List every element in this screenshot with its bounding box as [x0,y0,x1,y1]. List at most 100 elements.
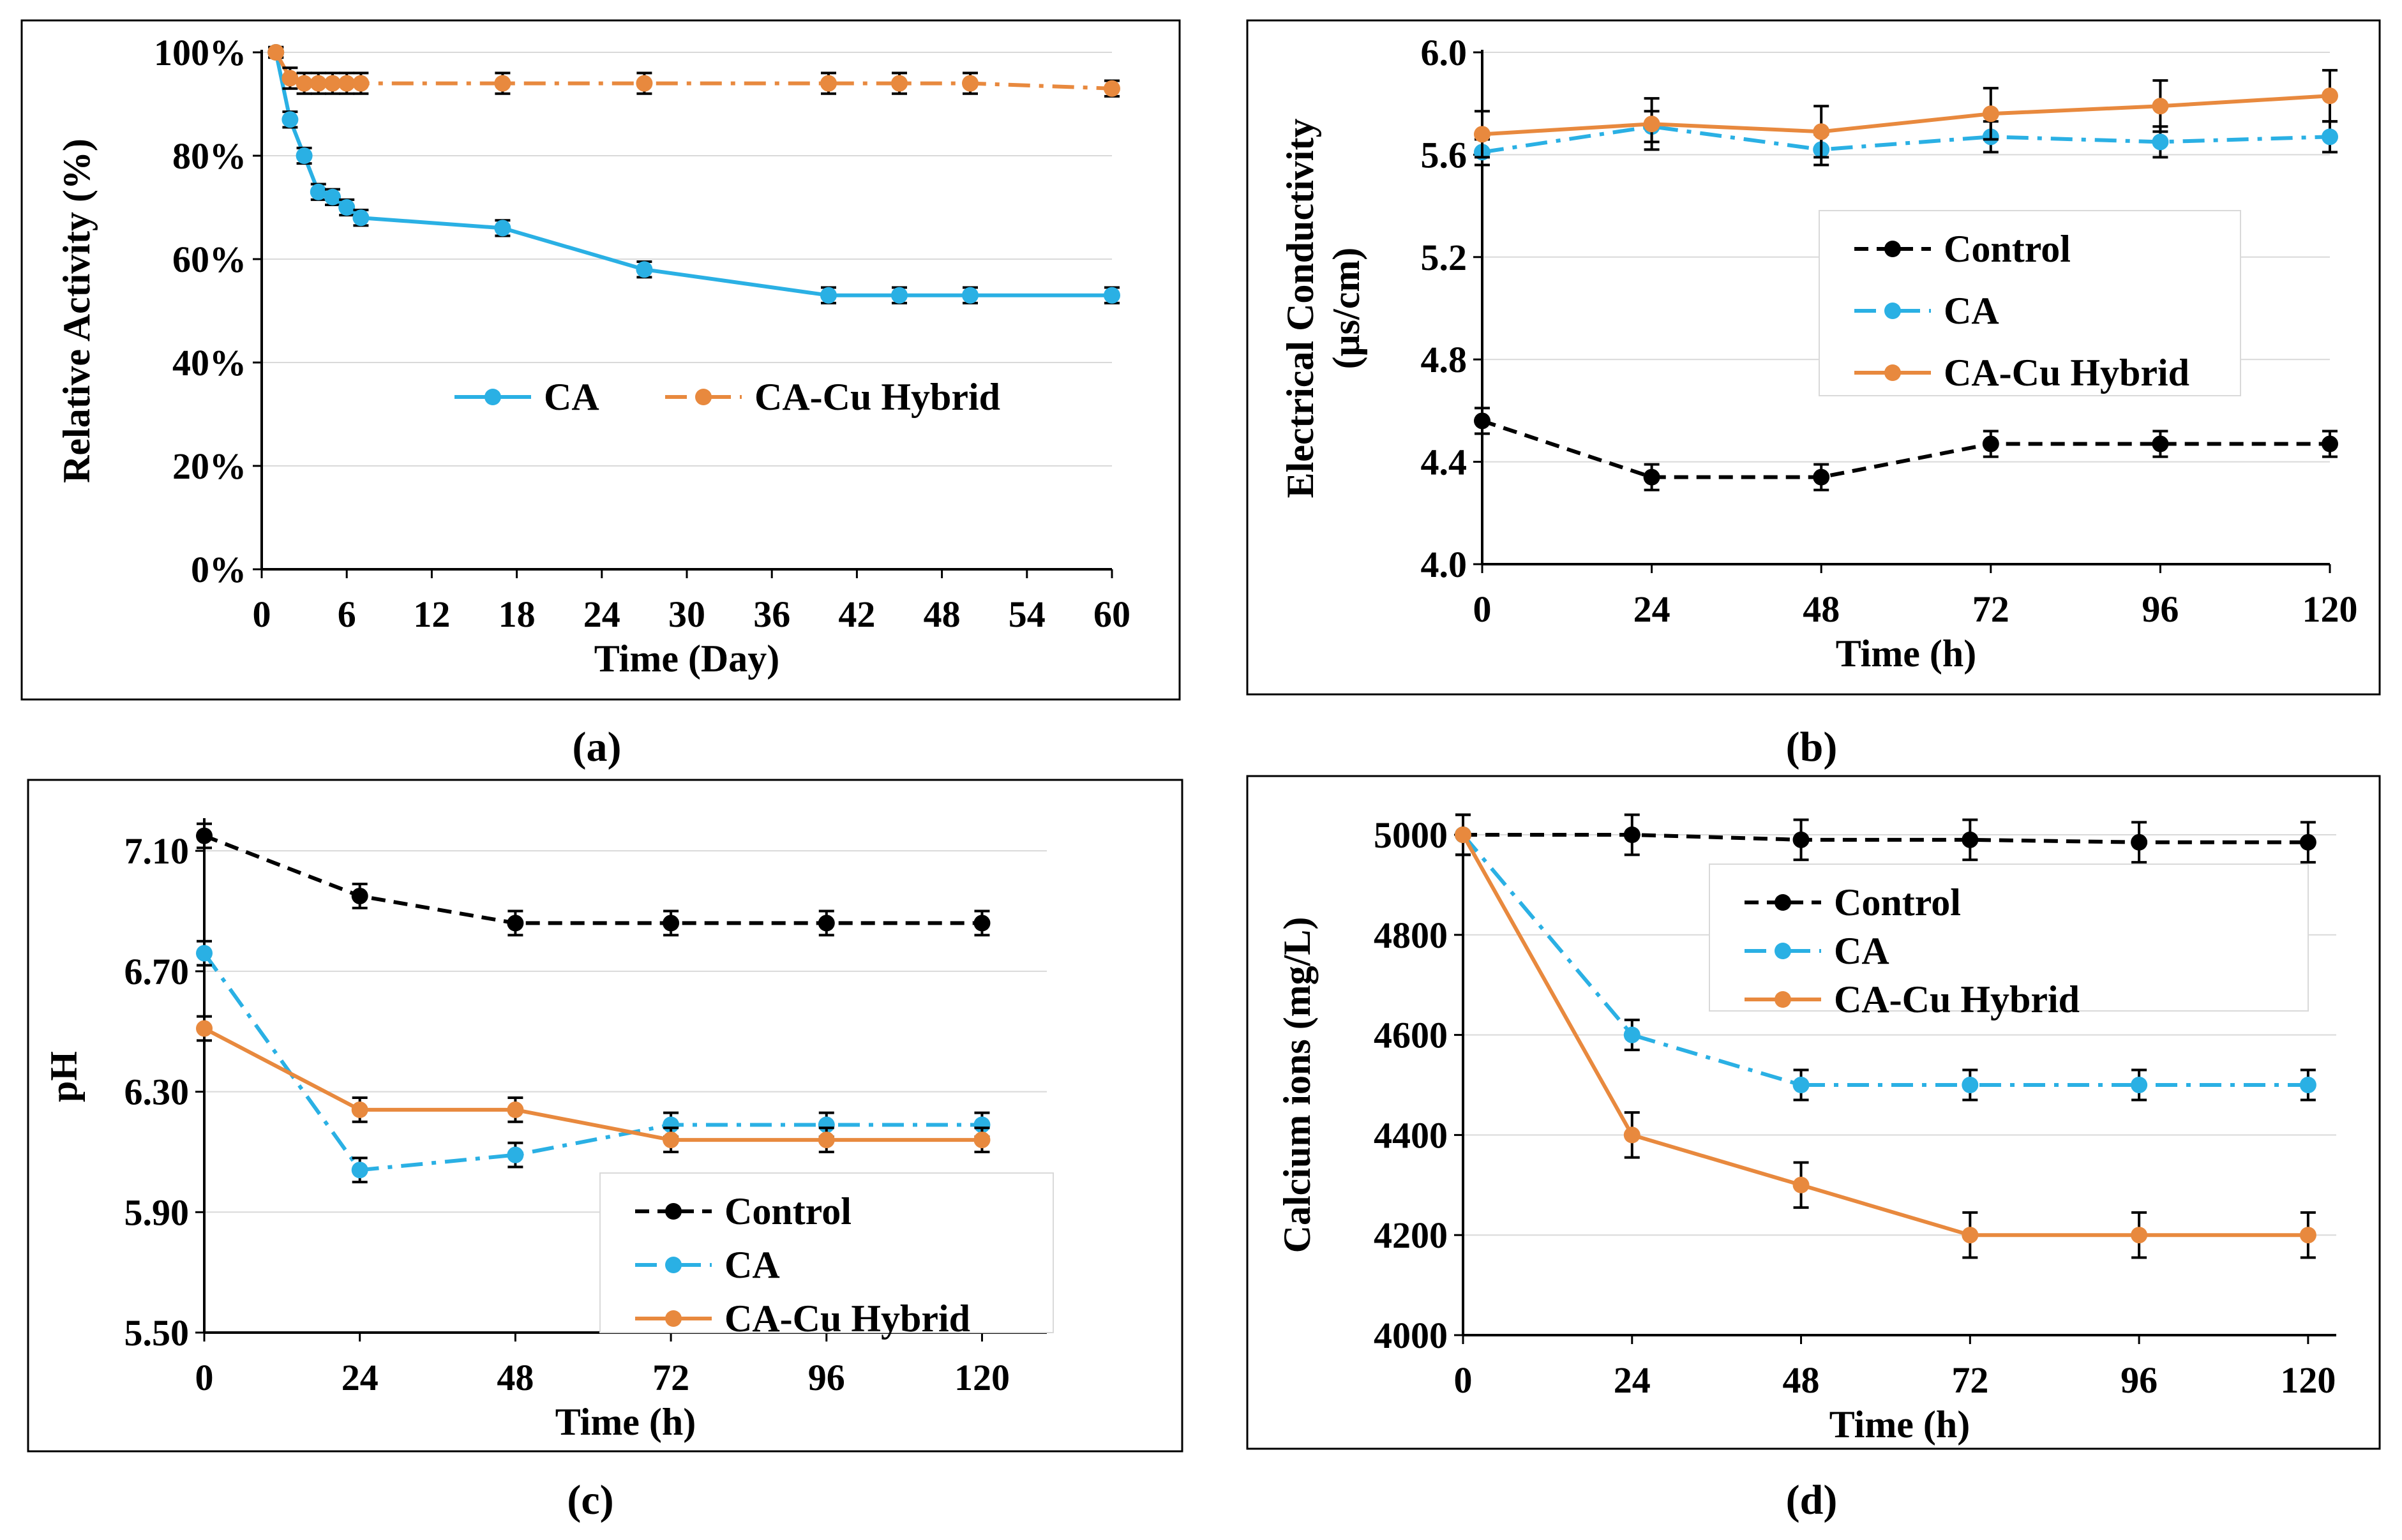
panel-d-series-ca-point [1962,1077,1979,1093]
panel-d-series-control-point [1962,831,1979,848]
panel-c-legend-marker-control [665,1203,682,1220]
panel-d-plot: 4000 4200 4400 4600 4800 5000 0 24 48 72 96 120 Time… [1276,813,2336,1446]
panel-b-series-ca-cu-hybrid-point [1643,116,1660,133]
panel-b-series-control-point [2322,435,2338,452]
panel-b-y-tick-label: 4.8 [1421,339,1467,380]
panel-d-series-ca-cu-hybrid-point [2299,1227,2316,1244]
panel-d-x-tick-label: 0 [1454,1359,1473,1401]
panel-b-x-tick-label: 24 [1633,588,1670,630]
panel-a-series-ca-point [962,287,979,304]
panel-b-y-tick-label: 6.0 [1421,32,1467,73]
panel-c-x-tick-label: 0 [195,1357,214,1398]
panel-a-plot: 0% 20% 40% 60% 80% 100% 0 6 12 18 24 30 36 42 48 54 60 Ti… [56,32,1130,680]
panel-b-series-ca-line [1482,124,2331,154]
panel-d-series-ca-cu-hybrid-point [1792,1176,1810,1193]
panel-c-legend-marker-ca [665,1257,682,1273]
panel-d-y-tick-label: 4800 [1374,915,1448,956]
panel-d-label: (d) [1786,1477,1838,1523]
panel-c-series-ca-point [351,1162,368,1179]
panel-a-series-ca-point [494,220,511,237]
panel-a-series-ca-point [636,261,653,278]
panel-b-plot: 4.0 4.4 4.8 5.2 5.6 6.0 0 24 48 72 96 120 Time (h) El… [1279,32,2358,675]
panel-d-series-control-line [1463,833,2308,844]
panel-a-x-tick-label: 48 [924,594,961,635]
panel-a-series-ca-cu-hybrid-point [891,75,908,92]
panel-c-legend-label-control: Control [724,1190,852,1232]
panel-c-series-control-line [203,834,982,925]
panel-a-x-tick-label: 18 [499,594,536,635]
panel-c-x-tick-label: 24 [342,1357,379,1398]
panel-b-series-ca-point [2322,128,2338,146]
panel-a: 0% 20% 40% 60% 80% 100% 0 6 12 18 24 30 36 42 48 54 60 Ti… [20,19,1181,770]
panel-c-series-control-point [818,915,835,932]
panel-c-y-tick-label: 5.90 [124,1192,190,1233]
panel-c-series-control-point [196,827,213,844]
panel-c-label: (c) [567,1477,613,1523]
panel-a-x-tick-label: 36 [753,594,790,635]
panel-a-y-tick-label: 20% [172,445,246,487]
panel-c-series-ca-cu-hybrid-line [203,1026,982,1142]
panel-a-x-tick-label: 6 [338,594,356,635]
panel-b-legend-marker-ca [1884,303,1901,319]
panel-d-series-ca-cu-hybrid-point [1455,826,1471,843]
panel-c-plot: 5.50 5.90 6.30 6.70 7.10 0 24 48 72 96 120 Time (h)… [43,818,1054,1443]
panel-a-y-axis-title: Relative Activity (%) [56,138,98,483]
panel-d-legend-box [1709,863,2309,1012]
panel-c-y-axis-title: pH [43,1051,85,1102]
panel-b-series-ca-point [2152,133,2169,151]
panel-d-series-ca-point [2131,1077,2148,1093]
panel-a-series-ca-cu-hybrid-point [1104,80,1120,97]
panel-b-series-ca-cu-hybrid-point [1982,105,1999,123]
panel-d-series-ca-line [1461,834,2308,1087]
panel-a-y-tick-label: 40% [172,342,246,384]
panel-c-series-ca-point [196,945,213,962]
panel-a-legend: CA CA-Cu Hybrid [454,376,1000,418]
panel-c-series-ca-cu-hybrid-point [973,1132,991,1149]
panel-c-series-ca-cu-hybrid-point [196,1020,213,1037]
panel-d-series-control-point [1623,826,1640,843]
panel-c-series-ca-cu-hybrid-point [818,1132,835,1149]
panel-d-y-tick-label: 4400 [1374,1114,1448,1156]
panel-a-series-ca-point [324,188,341,206]
panel-b-x-tick-label: 0 [1473,588,1492,630]
panel-a-legend-label-ca-cu-hybrid: CA-Cu Hybrid [754,376,1000,418]
panel-c-series-ca-cu-hybrid-point [351,1101,368,1118]
panel-a-series-ca-point [296,147,313,164]
panel-b-series-control-point [2152,435,2169,452]
panel-b-frame [1246,19,2381,696]
panel-c-y-tick-label: 5.50 [124,1312,190,1354]
panel-a-x-tick-label: 60 [1093,594,1130,635]
panel-b-series-ca-cu-hybrid-point [1474,126,1490,143]
panel-a-series-ca-cu-hybrid-point [324,75,341,92]
panel-a-series-ca-point [820,287,837,304]
panel-a-series-ca-cu-hybrid-point [352,75,370,92]
panel-c-series-control-point [507,915,524,932]
panel-c-y-tick-label: 6.30 [124,1072,190,1113]
panel-a-x-tick-label: 12 [413,594,450,635]
panel-a-y-tick-label: 100% [154,32,246,73]
panel-a-series-ca-cu-hybrid-point [494,75,511,92]
panel-b-series-control-point [1474,412,1490,430]
panel-b-legend-label-ca: CA [1944,290,1999,332]
panel-c-legend-box [599,1172,1054,1333]
panel-c-legend-label-ca-cu-hybrid: CA-Cu Hybrid [724,1297,970,1340]
panel-d-x-tick-label: 72 [1951,1359,1988,1401]
panel-b-label: (b) [1786,724,1838,770]
panel-c-legend: Control CA CA-Cu Hybrid [599,1172,1054,1340]
panel-a-x-axis-title: Time (Day) [594,638,780,680]
panel-d-legend-marker-ca [1775,943,1791,959]
panel-c: 5.50 5.90 6.30 6.70 7.10 0 24 48 72 96 120 Time (h)… [27,779,1183,1523]
panel-b-x-tick-label: 48 [1803,588,1840,630]
panel-a-series-ca-point [338,199,356,216]
panel-d-y-tick-label: 4000 [1374,1315,1448,1356]
panel-b-x-axis-title: Time (h) [1836,632,1977,675]
panel-a-series-ca-point [891,287,908,304]
panel-c-legend-marker-ca-cu-hybrid [665,1310,682,1327]
panel-c-x-tick-label: 120 [954,1357,1010,1398]
panel-b-series-control-line [1482,419,2330,479]
panel-d-series-ca-point [1792,1077,1810,1093]
panel-d-series-ca-point [1623,1026,1640,1043]
panel-a-x-tick-label: 0 [253,594,271,635]
panel-b-legend: Control CA CA-Cu Hybrid [1819,210,2241,396]
